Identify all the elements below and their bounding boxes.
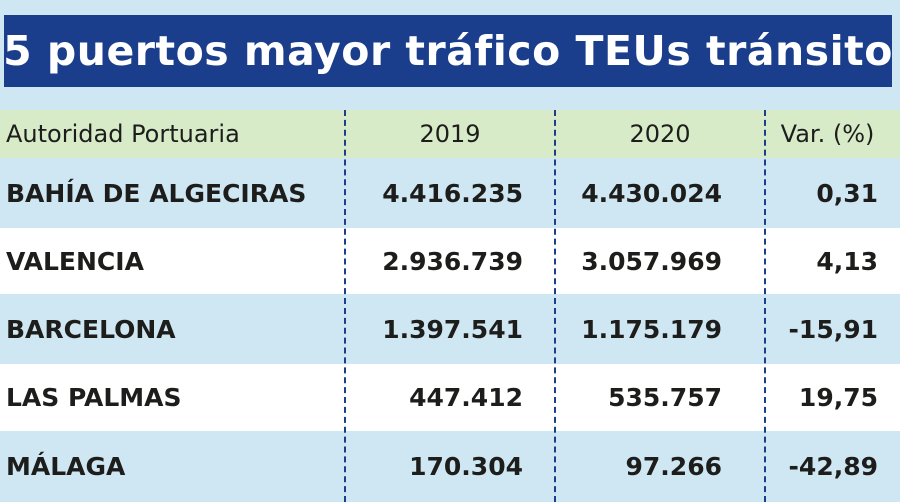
variation-cell: -15,91 xyxy=(788,314,878,344)
table-title: 5 puertos mayor tráfico TEUs tránsito xyxy=(3,15,892,87)
port-name-cell: LAS PALMAS xyxy=(6,383,182,412)
table-row: MÁLAGA 170.304 97.266 -42,89 xyxy=(0,431,900,502)
value-2020-cell: 3.057.969 xyxy=(581,246,722,276)
value-2019-cell: 4.416.235 xyxy=(382,178,523,208)
table-row: BAHÍA DE ALGECIRAS 4.416.235 4.430.024 0… xyxy=(0,158,900,228)
table-row: BARCELONA 1.397.541 1.175.179 -15,91 xyxy=(0,294,900,364)
column-divider xyxy=(344,110,346,502)
variation-cell: 4,13 xyxy=(816,246,878,276)
table-header-row: Autoridad Portuaria 2019 2020 Var. (%) xyxy=(0,110,900,158)
value-2019-cell: 1.397.541 xyxy=(382,314,523,344)
column-header-2020: 2020 xyxy=(629,120,691,148)
column-header-2019: 2019 xyxy=(419,120,481,148)
value-2020-cell: 1.175.179 xyxy=(581,314,722,344)
column-divider xyxy=(554,110,556,502)
column-header-autoridad: Autoridad Portuaria xyxy=(6,120,240,148)
column-header-variation: Var. (%) xyxy=(780,120,875,148)
column-divider xyxy=(764,110,766,502)
table-row: LAS PALMAS 447.412 535.757 19,75 xyxy=(0,364,900,431)
port-name-cell: BARCELONA xyxy=(6,314,176,344)
variation-cell: 0,31 xyxy=(816,178,878,208)
port-name-cell: BAHÍA DE ALGECIRAS xyxy=(6,178,307,208)
port-name-cell: MÁLAGA xyxy=(6,452,126,481)
value-2020-cell: 4.430.024 xyxy=(581,178,722,208)
variation-cell: 19,75 xyxy=(798,383,878,412)
port-name-cell: VALENCIA xyxy=(6,246,144,276)
value-2019-cell: 170.304 xyxy=(409,452,523,481)
variation-cell: -42,89 xyxy=(788,452,878,481)
value-2019-cell: 447.412 xyxy=(409,383,523,412)
table-row: VALENCIA 2.936.739 3.057.969 4,13 xyxy=(0,228,900,294)
value-2020-cell: 535.757 xyxy=(608,383,722,412)
value-2019-cell: 2.936.739 xyxy=(382,246,523,276)
value-2020-cell: 97.266 xyxy=(625,452,722,481)
